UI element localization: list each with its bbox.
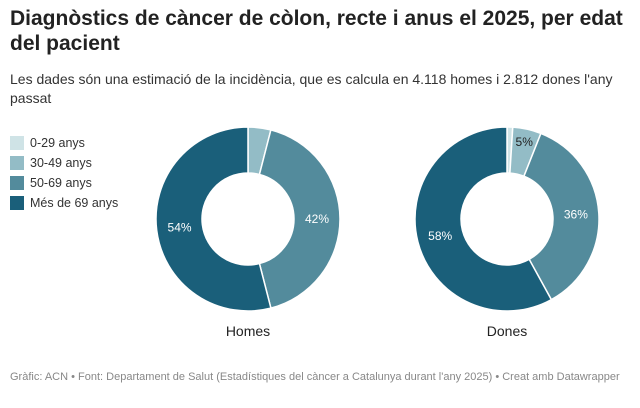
donut-slice (414, 126, 553, 312)
footer-source: Gràfic: ACN • Font: Departament de Salut… (10, 371, 620, 383)
donut-slice (522, 132, 600, 301)
legend-swatch (10, 196, 24, 210)
slice-label: 5% (516, 135, 534, 149)
legend-label: 0-29 anys (30, 136, 85, 150)
donut-slice (155, 126, 272, 312)
legend-label: 50-69 anys (30, 176, 92, 190)
slice-label: 42% (305, 212, 329, 226)
slice-label: 54% (168, 221, 192, 235)
legend-label: 30-49 anys (30, 156, 92, 170)
legend-item: 50-69 anys (10, 173, 118, 193)
legend: 0-29 anys 30-49 anys 50-69 anys Més de 69 a… (10, 133, 118, 213)
legend-item: 30-49 anys (10, 153, 118, 173)
series-name: Homes (226, 323, 270, 339)
slice-label: 58% (428, 229, 452, 243)
legend-item: 0-29 anys (10, 133, 118, 153)
legend-swatch (10, 176, 24, 190)
donut-slice (258, 128, 341, 310)
chart-title: Diagnòstics de càncer de còlon, recte i … (10, 7, 623, 55)
series-name: Dones (487, 323, 527, 339)
legend-swatch (10, 156, 24, 170)
chart-subtitle: Les dades són una estimació de la incidè… (10, 71, 613, 106)
legend-swatch (10, 136, 24, 150)
slice-label: 36% (564, 208, 588, 222)
legend-label: Més de 69 anys (30, 196, 119, 210)
legend-item: Més de 69 anys (10, 193, 118, 213)
